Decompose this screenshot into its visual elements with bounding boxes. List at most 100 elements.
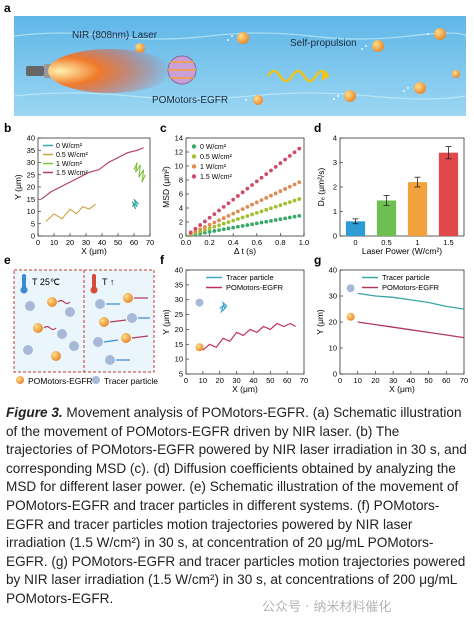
x-tick-label: 60 [283,376,291,385]
legend-label: 0.5 W/cm² [56,152,89,159]
motor-marker [195,343,204,352]
msd-point [273,191,278,196]
caption-text: Movement analysis of POMotors-EGFR. (a) … [6,405,467,606]
x-tick-label: 30 [82,238,90,247]
msd-point [202,230,207,235]
y-axis-label: Dₑ (μm²/s) [316,167,326,206]
msd-point [221,227,226,232]
y-tick-label: 10 [175,355,183,364]
y-tick-label: 1 [333,207,337,216]
y-tick-label: 2 [333,183,337,192]
msd-point [254,211,259,215]
y-tick-label: 35 [175,280,183,289]
msd-point [240,224,245,228]
msd-point [212,220,217,225]
y-tick-label: 20 [329,318,337,327]
msd-point [217,223,221,228]
x-tick-label: 1.5 [443,238,453,247]
left-temperature-label: T 25℃ [32,277,60,287]
x-tick-label: 0.5 [381,238,391,247]
bar [407,182,428,236]
msd-point [217,228,221,233]
y-tick-label: 10 [27,207,35,216]
msd-point [245,204,250,209]
legend-label: 1 W/cm² [56,161,83,168]
msd-point [287,215,292,220]
legend-label: Tracer particle [226,273,274,282]
y-tick-label: 2 [179,218,183,227]
y-tick-label: 10 [175,162,183,171]
y-tick-label: 8 [179,176,183,185]
bar [438,152,459,236]
y-tick-label: 40 [175,266,183,275]
msd-point [264,196,269,200]
legend-swatch [191,164,197,169]
trajectory-line [219,300,228,314]
x-tick-label: 20 [66,238,74,247]
legend-tracer-label: Tracer particle [104,376,158,386]
x-tick-label: 1 [415,238,419,247]
motor-label: POMotors-EGFR [152,95,228,106]
caption-lead: Figure 3. [6,405,63,420]
x-axis-label: X (μm) [81,246,107,256]
msd-point [231,225,236,230]
msd-point [212,224,217,229]
msd-point [250,183,254,187]
msd-point [283,216,288,221]
legend-label: 1 W/cm² [200,164,227,171]
y-tick-label: 4 [179,204,183,213]
legend-swatch [191,144,197,149]
x-tick-label: 20 [371,376,379,385]
msd-point [226,220,231,225]
msd-point [240,207,245,212]
msd-point [292,150,297,155]
x-tick-label: 10 [50,238,58,247]
trajectory-line [357,292,465,310]
x-tick-label: 0 [338,376,342,385]
msd-point [287,154,292,158]
legend-label: POMotors-EGFR [226,283,284,292]
msd-point [221,204,226,209]
msd-point [273,218,278,222]
panel-c-letter: c [160,121,167,135]
panel-g-letter: g [314,253,321,267]
y-tick-label: 20 [175,325,183,334]
panel-a-letter: a [4,1,11,15]
tracer-marker [346,284,355,293]
msd-point [231,218,236,223]
msd-point [202,219,207,224]
x-tick-label: 0 [36,238,40,247]
msd-point [283,187,288,191]
bar [345,221,366,236]
y-tick-label: 0 [179,232,183,241]
figure-3: a NIR (808nm) Laser POMotors-EGFR Self-p… [4,1,468,394]
msd-point [221,221,226,226]
x-axis-label: X (μm) [389,384,415,394]
legend-label: POMotors-EGFR [382,283,440,292]
x-tick-label: 10 [199,376,207,385]
laser-beam [48,49,172,93]
msd-point [245,214,250,218]
msd-point [193,229,198,234]
self-propulsion-label: Self-propulsion [290,38,357,49]
y-tick-label: 30 [329,292,337,301]
msd-point [292,182,297,187]
msd-point [226,201,231,206]
x-tick-label: 0.4 [228,238,238,247]
y-tick-label: 14 [175,134,183,143]
x-tick-label: 50 [114,238,122,247]
msd-point [240,215,245,220]
msd-point [236,194,240,198]
y-axis-label: Y (μm) [315,309,325,335]
legend-motor-label: POMotors-EGFR [28,376,93,386]
panel-d-letter: d [314,121,321,135]
x-tick-label: 0 [353,238,357,247]
plot-frame [185,137,305,237]
x-tick-label: 60 [442,376,450,385]
msd-point [292,198,297,203]
figure-caption: Figure 3. Movement analysis of POMotors-… [6,404,468,609]
x-axis-label: Δ t (s) [234,246,256,256]
x-tick-label: 70 [300,376,308,385]
x-tick-label: 60 [130,238,138,247]
